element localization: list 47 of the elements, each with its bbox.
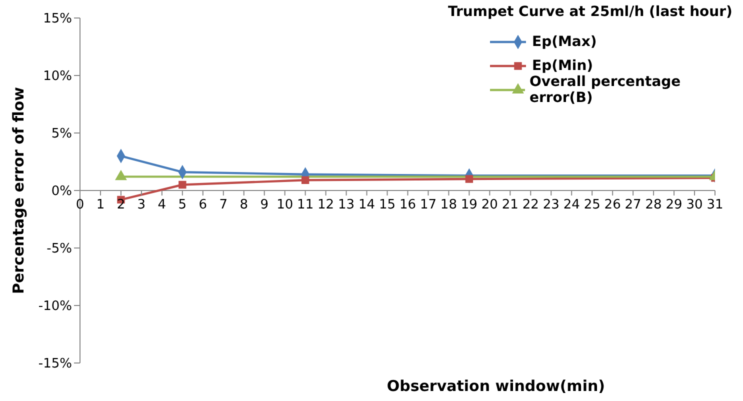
x-tick-label: 27 [624, 198, 642, 212]
x-tick-label: 19 [460, 198, 478, 212]
y-tick-label: 15% [43, 12, 72, 27]
y-tick-label: -5% [46, 242, 72, 257]
legend-label: Ep(Min) [532, 58, 594, 74]
x-tick-label: 6 [198, 198, 208, 212]
x-tick-label: 23 [542, 198, 560, 212]
point [465, 175, 474, 183]
x-tick-label: 15 [378, 198, 396, 212]
x-tick-label: 25 [584, 198, 600, 212]
x-tick-label: 21 [502, 198, 518, 212]
chart-title: Trumpet Curve at 25ml/h (last hour) [448, 4, 732, 20]
x-tick-label: 8 [240, 198, 248, 212]
x-tick-label: 30 [686, 198, 703, 212]
x-tick-label: 10 [276, 198, 294, 212]
x-tick-label: 13 [338, 198, 355, 212]
point [301, 176, 310, 184]
y-tick-label: 10% [43, 69, 72, 84]
x-tick-label: 29 [666, 198, 682, 212]
x-tick-label: 5 [178, 198, 187, 212]
x-tick-label: 11 [297, 198, 314, 212]
x-tick-label: 7 [219, 198, 228, 212]
x-axis-title: Observation window(min) [386, 377, 605, 395]
y-tick-label: -10% [38, 299, 72, 314]
x-tick-label: 16 [399, 198, 416, 212]
x-tick-label: 14 [358, 198, 376, 212]
y-tick-label: -15% [38, 356, 72, 372]
x-tick-label: 4 [158, 198, 166, 212]
x-tick-label: 1 [96, 198, 105, 212]
x-tick-label: 28 [645, 198, 662, 212]
x-tick-label: 17 [420, 198, 436, 212]
x-tick-label: 18 [440, 198, 457, 212]
x-tick-label: 22 [522, 198, 539, 212]
x-tick-label: 0 [76, 198, 84, 212]
x-tick-label: 26 [604, 198, 621, 212]
legend-label: Ep(Max) [532, 34, 597, 50]
x-tick-label: 20 [481, 198, 498, 212]
x-tick-label: 12 [318, 198, 334, 212]
y-tick-label: 0% [51, 184, 72, 200]
legend-label: Overall percentage error(B) [529, 74, 682, 106]
x-tick-label: 24 [563, 198, 580, 212]
y-axis-title: Percentage error of flow [9, 86, 28, 294]
x-tick-label: 31 [706, 198, 724, 212]
x-tick-label: 3 [137, 198, 146, 212]
y-tick-label: 5% [51, 126, 72, 142]
point [178, 180, 186, 189]
x-tick-label: 9 [260, 198, 268, 212]
